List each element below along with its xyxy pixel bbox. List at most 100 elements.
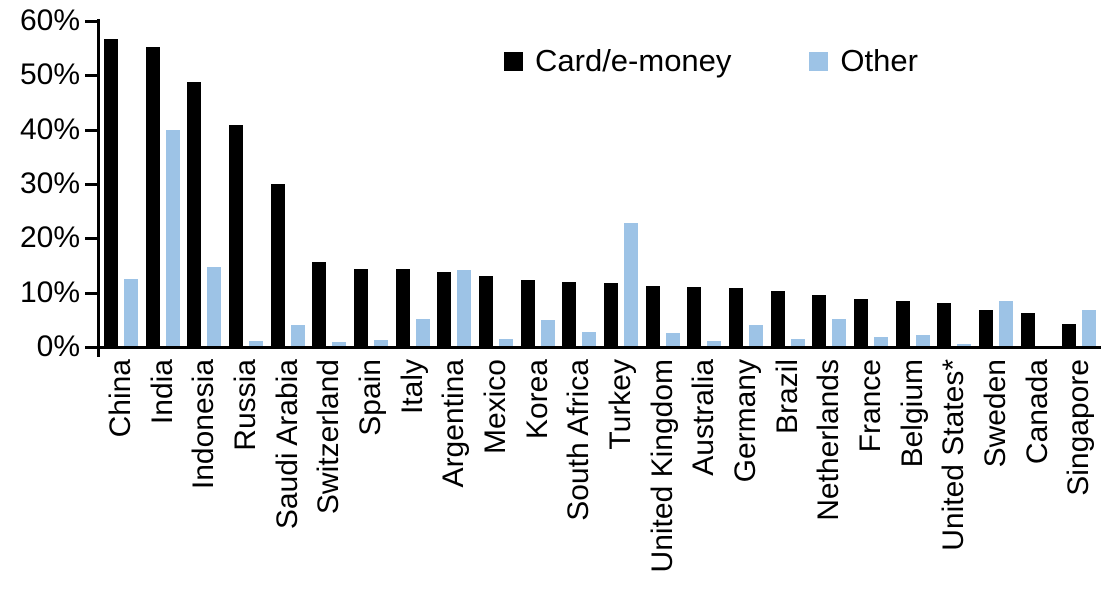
x-axis-label: Netherlands: [812, 359, 846, 521]
bar-group-brazil: [767, 20, 809, 346]
bar-group-saudi-arabia: [267, 20, 309, 346]
y-tick-mark: [85, 237, 99, 241]
bar-group-belgium: [892, 20, 934, 346]
y-tick-label: 10%: [19, 275, 80, 309]
legend-item-card-e-money: Card/e-money: [504, 44, 731, 78]
other-bar: [540, 320, 555, 346]
bar-group-netherlands: [808, 20, 850, 346]
bar-group-australia: [683, 20, 725, 346]
other-bar: [915, 335, 930, 346]
x-axis-label: France: [853, 359, 887, 453]
other-bar: [457, 270, 472, 346]
x-label-cell: China: [100, 359, 142, 591]
card-e-money-bar: [1062, 324, 1077, 346]
other-bar: [957, 344, 972, 346]
other-bar: [582, 332, 597, 346]
y-tick-mark: [85, 20, 99, 23]
x-axis-label: Turkey: [603, 359, 637, 450]
bar-group-canada: [1017, 20, 1059, 346]
bar-group-china: [100, 20, 142, 346]
other-bar: [123, 279, 138, 346]
legend-item-other: Other: [809, 44, 918, 78]
card-e-money-bar: [853, 299, 868, 346]
x-axis-label: United Kingdom: [645, 359, 679, 573]
x-label-cell: Mexico: [475, 359, 517, 591]
bar-group-korea: [517, 20, 559, 346]
y-tick-label: 30%: [19, 167, 80, 200]
y-tick-mark: [85, 291, 99, 295]
bar-group-argentina: [433, 20, 475, 346]
card-e-money-bar: [645, 286, 660, 346]
x-label-cell: France: [850, 359, 892, 591]
x-label-cell: Turkey: [600, 359, 642, 591]
other-bar: [373, 340, 388, 346]
other-bar: [623, 223, 638, 346]
card-e-money-bar: [103, 39, 118, 346]
x-axis-label: Saudi Arabia: [270, 359, 304, 530]
card-e-money-bar: [145, 47, 160, 346]
legend-swatch-icon: [809, 52, 829, 71]
card-e-money-bar: [603, 283, 618, 346]
card-e-money-bar: [270, 184, 285, 346]
card-e-money-bar: [978, 310, 993, 346]
card-e-money-bar: [1020, 313, 1035, 346]
other-bar: [998, 301, 1013, 346]
x-axis-label: Brazil: [770, 359, 804, 435]
card-e-money-bar: [812, 295, 827, 346]
bar-group-italy: [392, 20, 434, 346]
other-bar: [665, 333, 680, 346]
y-tick-label: 60%: [19, 4, 80, 37]
y-tick-label: 40%: [19, 112, 80, 146]
x-label-cell: Italy: [392, 359, 434, 591]
card-e-money-bar: [937, 303, 952, 346]
bar-group-switzerland: [308, 20, 350, 346]
chart-legend: Card/e-money Other: [504, 44, 918, 78]
x-axis-labels: China India Indonesia Russia Saudi Arabia Swi…: [100, 359, 1100, 591]
card-e-money-bar: [312, 262, 327, 346]
x-label-cell: Saudi Arabia: [267, 359, 309, 591]
x-axis-label: Sweden: [978, 359, 1012, 468]
bar-group-turkey: [600, 20, 642, 346]
x-axis-label: Russia: [228, 359, 262, 451]
card-e-money-bar: [478, 276, 493, 346]
x-axis-label: Switzerland: [312, 359, 346, 515]
y-tick-mark: [85, 74, 99, 78]
x-label-cell: Indonesia: [183, 359, 225, 591]
bar-group-sweden: [975, 20, 1017, 346]
other-bar: [707, 341, 722, 346]
x-axis-label: India: [145, 359, 179, 425]
x-axis-label: China: [103, 359, 137, 438]
legend-label: Card/e-money: [535, 43, 732, 78]
x-axis-line: [95, 346, 1101, 349]
y-tick-label: 20%: [19, 221, 80, 255]
x-axis-label: Belgium: [895, 359, 929, 468]
other-bar: [165, 130, 180, 346]
x-label-cell: Spain: [350, 359, 392, 591]
legend-label: Other: [840, 43, 918, 78]
other-bar: [873, 337, 888, 346]
card-e-money-bar: [687, 287, 702, 346]
x-label-cell: Russia: [225, 359, 267, 591]
card-e-money-bar: [437, 272, 452, 346]
x-label-cell: Brazil: [767, 359, 809, 591]
bar-group-germany: [725, 20, 767, 346]
card-e-money-bar: [728, 288, 743, 346]
x-label-cell: Singapore: [1058, 359, 1100, 591]
x-axis-label: Mexico: [478, 359, 512, 455]
bar-group-mexico: [475, 20, 517, 346]
other-bar: [207, 267, 222, 346]
x-label-cell: South Africa: [558, 359, 600, 591]
other-bar: [248, 341, 263, 346]
bar-group-indonesia: [183, 20, 225, 346]
x-axis-label: Argentina: [437, 359, 471, 488]
x-axis-label: South Africa: [562, 359, 596, 521]
y-axis-line: [97, 19, 100, 357]
bar-group-russia: [225, 20, 267, 346]
bar-group-france: [850, 20, 892, 346]
x-axis-label: Indonesia: [187, 359, 221, 490]
x-axis-label: Spain: [353, 359, 387, 436]
y-tick-label: 0%: [36, 330, 80, 363]
x-label-cell: Sweden: [975, 359, 1017, 591]
card-e-money-bar: [187, 82, 202, 346]
x-label-cell: Australia: [683, 359, 725, 591]
